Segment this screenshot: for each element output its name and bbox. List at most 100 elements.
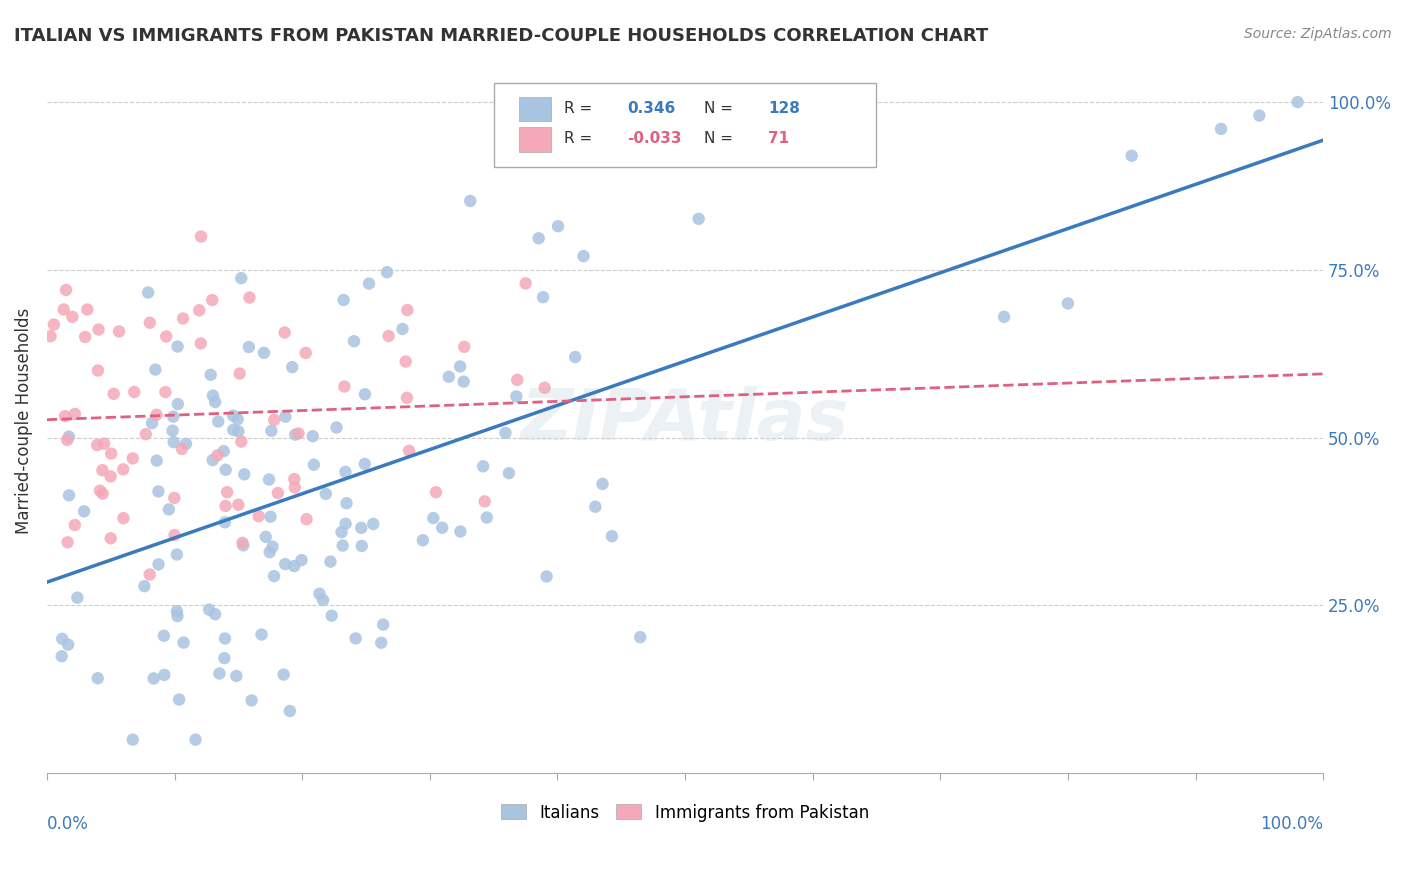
Point [343,334,366,349]
Point [453,340,475,354]
Point [312,593,335,607]
Point [162,424,184,438]
Point [222,423,245,437]
Point [290,553,312,567]
Point [91,463,114,477]
Point [138,567,160,582]
Point [42,318,65,332]
Point [335,516,357,531]
Point [262,540,284,554]
Point [247,509,270,524]
Point [225,669,247,683]
Point [474,494,496,508]
Point [214,516,236,530]
Point [214,499,236,513]
Point [425,485,447,500]
Point [375,265,398,279]
Point [73,504,96,518]
Point [100,469,122,483]
Point [208,666,231,681]
Point [350,539,373,553]
Point [335,465,357,479]
Point [370,636,392,650]
Point [167,692,190,706]
Point [398,443,420,458]
Point [142,672,165,686]
Point [170,442,193,456]
Point [332,539,354,553]
Point [166,548,188,562]
Point [1249,108,1271,122]
Point [536,569,558,583]
Point [238,340,260,354]
Point [688,211,710,226]
Point [190,229,212,244]
Point [231,434,253,449]
Point [100,531,122,545]
Point [135,427,157,442]
Point [56,535,79,549]
Point [531,290,554,304]
Point [453,375,475,389]
Point [335,496,357,510]
Point [56,638,79,652]
Point [198,602,221,616]
Point [373,617,395,632]
Point [58,488,80,502]
Point [458,194,481,208]
Point [391,322,413,336]
Point [564,350,586,364]
Point [155,385,177,400]
Point [121,732,143,747]
Text: 128: 128 [768,101,800,116]
Text: 0.346: 0.346 [627,101,676,116]
Text: R =: R = [564,101,592,116]
Point [354,387,377,401]
Point [437,369,460,384]
Text: 0.0%: 0.0% [46,815,89,833]
Text: 71: 71 [768,131,789,146]
Point [166,609,188,624]
Point [284,480,307,494]
Point [253,345,276,359]
Point [281,360,304,375]
Point [200,368,222,382]
Point [157,502,180,516]
Point [145,362,167,376]
Point [283,559,305,574]
Point [103,387,125,401]
Point [39,329,62,343]
Point [260,424,283,438]
Point [284,427,307,442]
Point [207,415,229,429]
Point [86,671,108,685]
Point [76,302,98,317]
Point [547,219,569,234]
Point [201,293,224,307]
Point [505,389,527,403]
Text: -0.033: -0.033 [627,131,682,146]
Point [228,367,250,381]
Point [231,271,253,285]
Point [166,397,188,411]
Point [321,608,343,623]
Point [498,466,520,480]
Point [134,579,156,593]
Point [63,518,86,533]
Point [993,310,1015,324]
Point [1286,95,1309,109]
Point [295,512,318,526]
Point [494,425,516,440]
Point [259,545,281,559]
Point [190,336,212,351]
Point [66,591,89,605]
Point [583,500,606,514]
Text: ITALIAN VS IMMIGRANTS FROM PAKISTAN MARRIED-COUPLE HOUSEHOLDS CORRELATION CHART: ITALIAN VS IMMIGRANTS FROM PAKISTAN MARR… [14,27,988,45]
Point [91,486,114,500]
Point [274,409,297,424]
Legend: Italians, Immigrants from Pakistan: Italians, Immigrants from Pakistan [495,797,876,829]
Text: ZIPAtlas: ZIPAtlas [520,386,849,455]
Point [121,451,143,466]
Point [263,413,285,427]
Point [141,416,163,430]
